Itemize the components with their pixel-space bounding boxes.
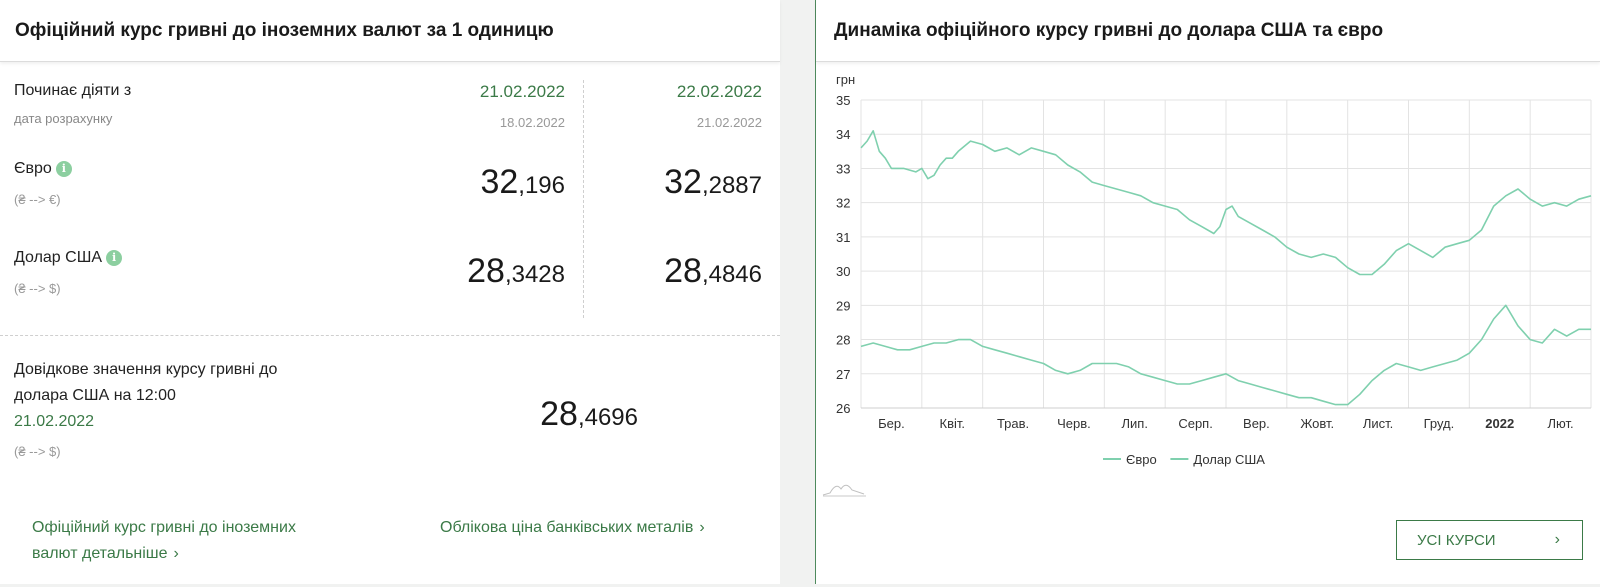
x-tick-label: Квіт.	[940, 416, 966, 431]
usd-symbol: (₴ --> $)	[14, 281, 61, 296]
x-tick-label: 2022	[1485, 416, 1514, 431]
x-tick-label: Груд.	[1424, 416, 1455, 431]
x-tick-label: Лист.	[1363, 416, 1393, 431]
rate-fraction: ,3428	[504, 261, 565, 288]
reference-rate: 28,4696	[540, 395, 638, 434]
bank-metals-link[interactable]: Облікова ціна банківських металів ›	[440, 515, 705, 541]
y-tick-label: 28	[836, 333, 850, 348]
column-calc-date-1: 18.02.2022	[499, 115, 565, 130]
rate-integer: 32	[664, 163, 702, 201]
eur-label-row: Євро i	[14, 160, 72, 178]
chart-svg: 26 27 28 29 30 31 32 33 34 35 грн Бер. Квіт. Трав. Че…	[822, 72, 1592, 497]
all-rates-button[interactable]: УСІ КУРСИ ›	[1396, 520, 1583, 560]
y-tick-label: 32	[836, 196, 850, 211]
x-tick-label: Лип.	[1122, 416, 1148, 431]
eur-rate-2: 32,2887	[664, 163, 762, 202]
x-axis: Бер. Квіт. Трав. Черв. Лип. Серп. Вер. Жовт. Лис…	[861, 407, 1591, 431]
chevron-right-icon: ›	[699, 519, 705, 536]
y-axis: 26 27 28 29 30 31 32 33 34 35 грн	[836, 72, 855, 416]
legend-item: Євро	[1126, 452, 1157, 467]
info-icon[interactable]: i	[106, 250, 123, 266]
y-tick-label: 29	[836, 298, 850, 313]
reference-date: 21.02.2022	[14, 413, 95, 430]
column-calc-date-2: 21.02.2022	[696, 115, 762, 130]
y-tick-label: 26	[836, 401, 850, 416]
navigator-icon[interactable]	[822, 484, 866, 497]
chevron-right-icon: ›	[173, 545, 179, 562]
chevron-right-icon: ›	[1554, 531, 1560, 548]
rate-fraction: ,196	[518, 172, 565, 199]
usd-label: Долар США	[14, 249, 103, 266]
y-tick-label: 35	[836, 93, 850, 108]
link-label: Облікова ціна банківських металів	[440, 519, 694, 536]
chart-legend: Євро Долар США	[1103, 452, 1265, 467]
link-line-1: Офіційний курс гривні до іноземних	[32, 519, 296, 536]
info-icon[interactable]: i	[55, 161, 72, 177]
eur-rate-1: 32,196	[480, 163, 565, 202]
x-tick-label: Трав.	[997, 416, 1029, 431]
reference-line-2: долара США на 12:00	[14, 387, 176, 404]
rate-fraction: ,4696	[577, 404, 638, 431]
usd-rate-1: 28,3428	[467, 252, 565, 291]
eur-label: Євро	[14, 160, 52, 177]
rate-integer: 28	[540, 395, 578, 433]
y-tick-label: 30	[836, 264, 850, 279]
rate-integer: 28	[467, 252, 505, 290]
panel-title: Динаміка офіційного курсу гривні до дола…	[816, 0, 1600, 62]
usd-rate-2: 28,4846	[664, 252, 762, 291]
rate-integer: 28	[664, 252, 702, 290]
official-rates-panel: Офіційний курс гривні до іноземних валют…	[0, 0, 780, 584]
link-line-2: валют детальніше	[32, 545, 168, 562]
calc-date-label: дата розрахунку	[14, 111, 113, 126]
column-divider	[583, 80, 584, 318]
usd-label-row: Долар США i	[14, 249, 123, 267]
reference-line-1: Довідкове значення курсу гривні до	[14, 361, 278, 378]
eur-symbol: (₴ --> €)	[14, 192, 61, 207]
x-tick-label: Черв.	[1057, 416, 1091, 431]
x-tick-label: Серп.	[1178, 416, 1213, 431]
chart-grid	[860, 99, 1592, 409]
starts-label: Починає діяти з	[14, 82, 132, 99]
reference-symbol: (₴ --> $)	[14, 444, 61, 459]
x-tick-label: Лют.	[1548, 416, 1574, 431]
x-tick-label: Жовт.	[1300, 416, 1334, 431]
y-tick-label: 31	[836, 230, 850, 245]
column-date-2: 22.02.2022	[676, 82, 762, 101]
rates-chart: 26 27 28 29 30 31 32 33 34 35 грн Бер. Квіт. Трав. Че…	[816, 62, 1600, 502]
x-tick-label: Вер.	[1243, 416, 1270, 431]
reference-heading: Довідкове значення курсу гривні до долар…	[14, 357, 277, 435]
y-tick-label: 33	[836, 161, 850, 176]
rate-fraction: ,2887	[701, 172, 762, 199]
y-tick-label: 34	[836, 127, 850, 142]
panel-title: Офіційний курс гривні до іноземних валют…	[0, 0, 780, 62]
button-label: УСІ КУРСИ	[1417, 531, 1496, 549]
y-tick-label: 27	[836, 367, 850, 382]
rates-dynamics-panel: Динаміка офіційного курсу гривні до дола…	[815, 0, 1600, 584]
x-tick-label: Бер.	[878, 416, 905, 431]
rate-fraction: ,4846	[701, 261, 762, 288]
legend-item: Долар США	[1193, 452, 1265, 467]
section-divider	[0, 335, 780, 336]
rate-integer: 32	[480, 163, 519, 201]
column-date-1: 21.02.2022	[479, 82, 565, 101]
official-rates-detail-link[interactable]: Офіційний курс гривні до іноземних валют…	[32, 515, 296, 567]
chart-lines	[860, 130, 1592, 406]
series-line	[860, 304, 1591, 406]
y-axis-label: грн	[836, 72, 855, 87]
series-line	[860, 130, 1592, 276]
